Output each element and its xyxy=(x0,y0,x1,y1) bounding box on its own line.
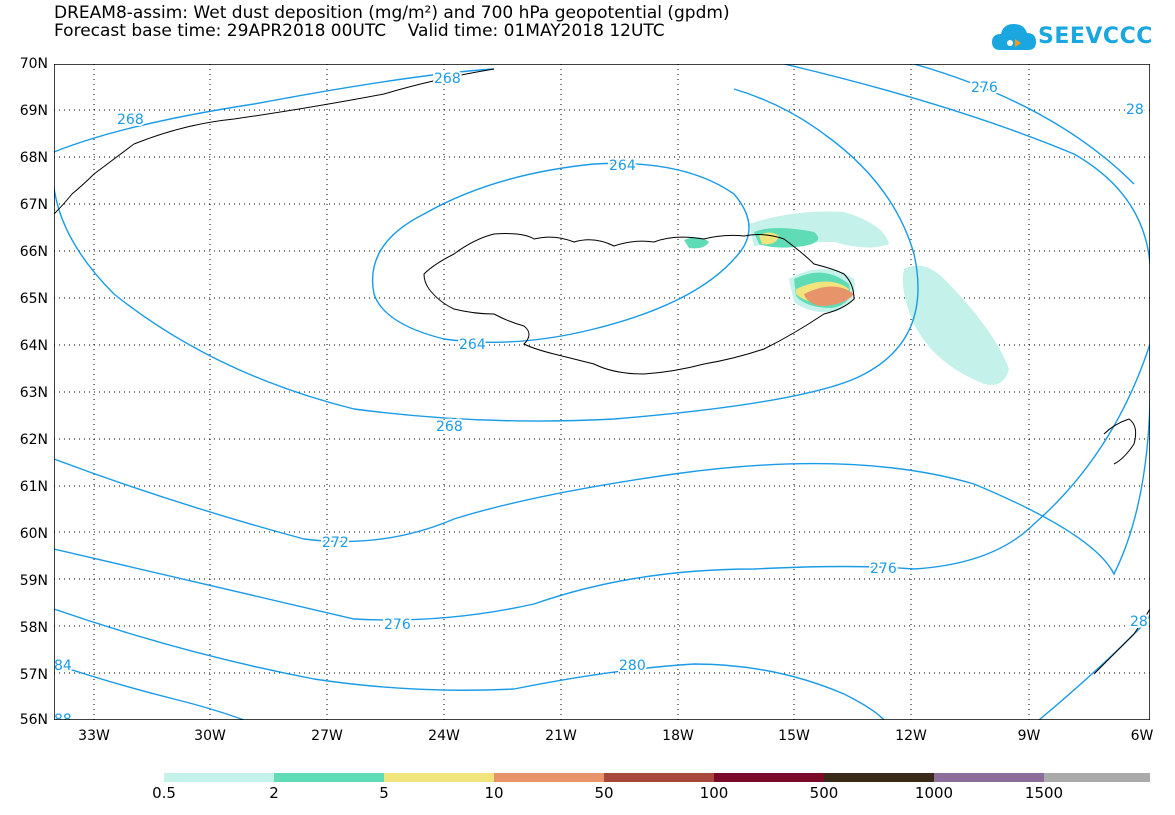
lon-label: 18W xyxy=(662,728,694,744)
seevccc-logo: SEEVCCC xyxy=(990,16,1170,58)
lon-label: 33W xyxy=(78,728,110,744)
colorbar-label: 50 xyxy=(594,784,614,802)
colorbar-swatch xyxy=(934,773,1044,782)
lat-label: 57N xyxy=(19,667,48,683)
contour-label: 276 xyxy=(870,561,897,577)
colorbar-label: 0.5 xyxy=(152,784,176,802)
colorbar-label: 5 xyxy=(379,784,389,802)
lat-label: 62N xyxy=(19,432,48,448)
colorbar-swatch xyxy=(274,773,384,782)
coastlines xyxy=(54,68,1150,675)
forecast-time-subtitle: Forecast base time: 29APR2018 00UTC Vali… xyxy=(54,21,665,41)
colorbar-label: 500 xyxy=(809,784,839,802)
lon-label: 21W xyxy=(545,728,577,744)
lon-label: 15W xyxy=(778,728,810,744)
lat-label: 63N xyxy=(19,385,48,401)
contour-label: 264 xyxy=(609,158,636,174)
colorbar-swatch xyxy=(1044,773,1150,782)
contour-label: 268 xyxy=(117,112,144,128)
contour-label: 268 xyxy=(434,71,461,87)
contour-label: 264 xyxy=(459,337,486,353)
colorbar-swatch xyxy=(604,773,714,782)
logo-text: SEEVCCC xyxy=(1038,24,1153,49)
lat-label: 59N xyxy=(19,573,48,589)
lat-label: 69N xyxy=(19,103,48,119)
lat-label: 67N xyxy=(19,197,48,213)
lon-label: 6W xyxy=(1130,728,1154,744)
colorbar-label: 1000 xyxy=(914,784,954,802)
lat-label: 60N xyxy=(19,526,48,542)
colorbar-label: 10 xyxy=(484,784,504,802)
map-plot[interactable]: 268 268 276 28 264 264 268 272 276 276 2… xyxy=(54,64,1150,720)
lat-label: 61N xyxy=(19,479,48,495)
colorbar-label: 2 xyxy=(269,784,279,802)
lat-label: 56N xyxy=(19,712,48,728)
lat-label: 65N xyxy=(19,291,48,307)
colorbar-label: 100 xyxy=(699,784,729,802)
contour-label: 276 xyxy=(384,617,411,633)
chart-title: DREAM8-assim: Wet dust deposition (mg/m²… xyxy=(54,3,730,23)
lon-label: 9W xyxy=(1017,728,1041,744)
map-frame xyxy=(54,64,1150,720)
contour-label: 268 xyxy=(436,419,463,435)
contour-labels: 268 268 276 28 264 264 268 272 276 276 2… xyxy=(54,69,1150,720)
colorbar-swatch xyxy=(714,773,824,782)
grid-lines xyxy=(54,64,1150,720)
colorbar-swatch xyxy=(164,773,274,782)
contour-label: 280 xyxy=(619,658,646,674)
lon-label: 30W xyxy=(194,728,226,744)
lon-label: 12W xyxy=(895,728,927,744)
contour-label: 88 xyxy=(54,712,72,720)
colorbar-swatch xyxy=(824,773,934,782)
cloud-icon xyxy=(992,24,1036,50)
contour-label: 28 xyxy=(1126,102,1144,118)
lon-label: 24W xyxy=(428,728,460,744)
lat-label: 58N xyxy=(19,620,48,636)
lat-label: 70N xyxy=(19,56,48,72)
contour-label: 276 xyxy=(971,80,998,96)
geopotential-contours xyxy=(54,64,1150,720)
contour-label: 84 xyxy=(54,658,72,674)
contour-label: 28 xyxy=(1130,614,1148,630)
lat-label: 66N xyxy=(19,244,48,260)
colorbar-label: 1500 xyxy=(1024,784,1064,802)
lat-label: 64N xyxy=(19,338,48,354)
colorbar-swatch xyxy=(384,773,494,782)
contour-label: 272 xyxy=(322,535,349,551)
lon-label: 27W xyxy=(311,728,343,744)
lat-label: 68N xyxy=(19,150,48,166)
dust-deposition-shading xyxy=(684,211,1009,385)
colorbar-swatch xyxy=(494,773,604,782)
